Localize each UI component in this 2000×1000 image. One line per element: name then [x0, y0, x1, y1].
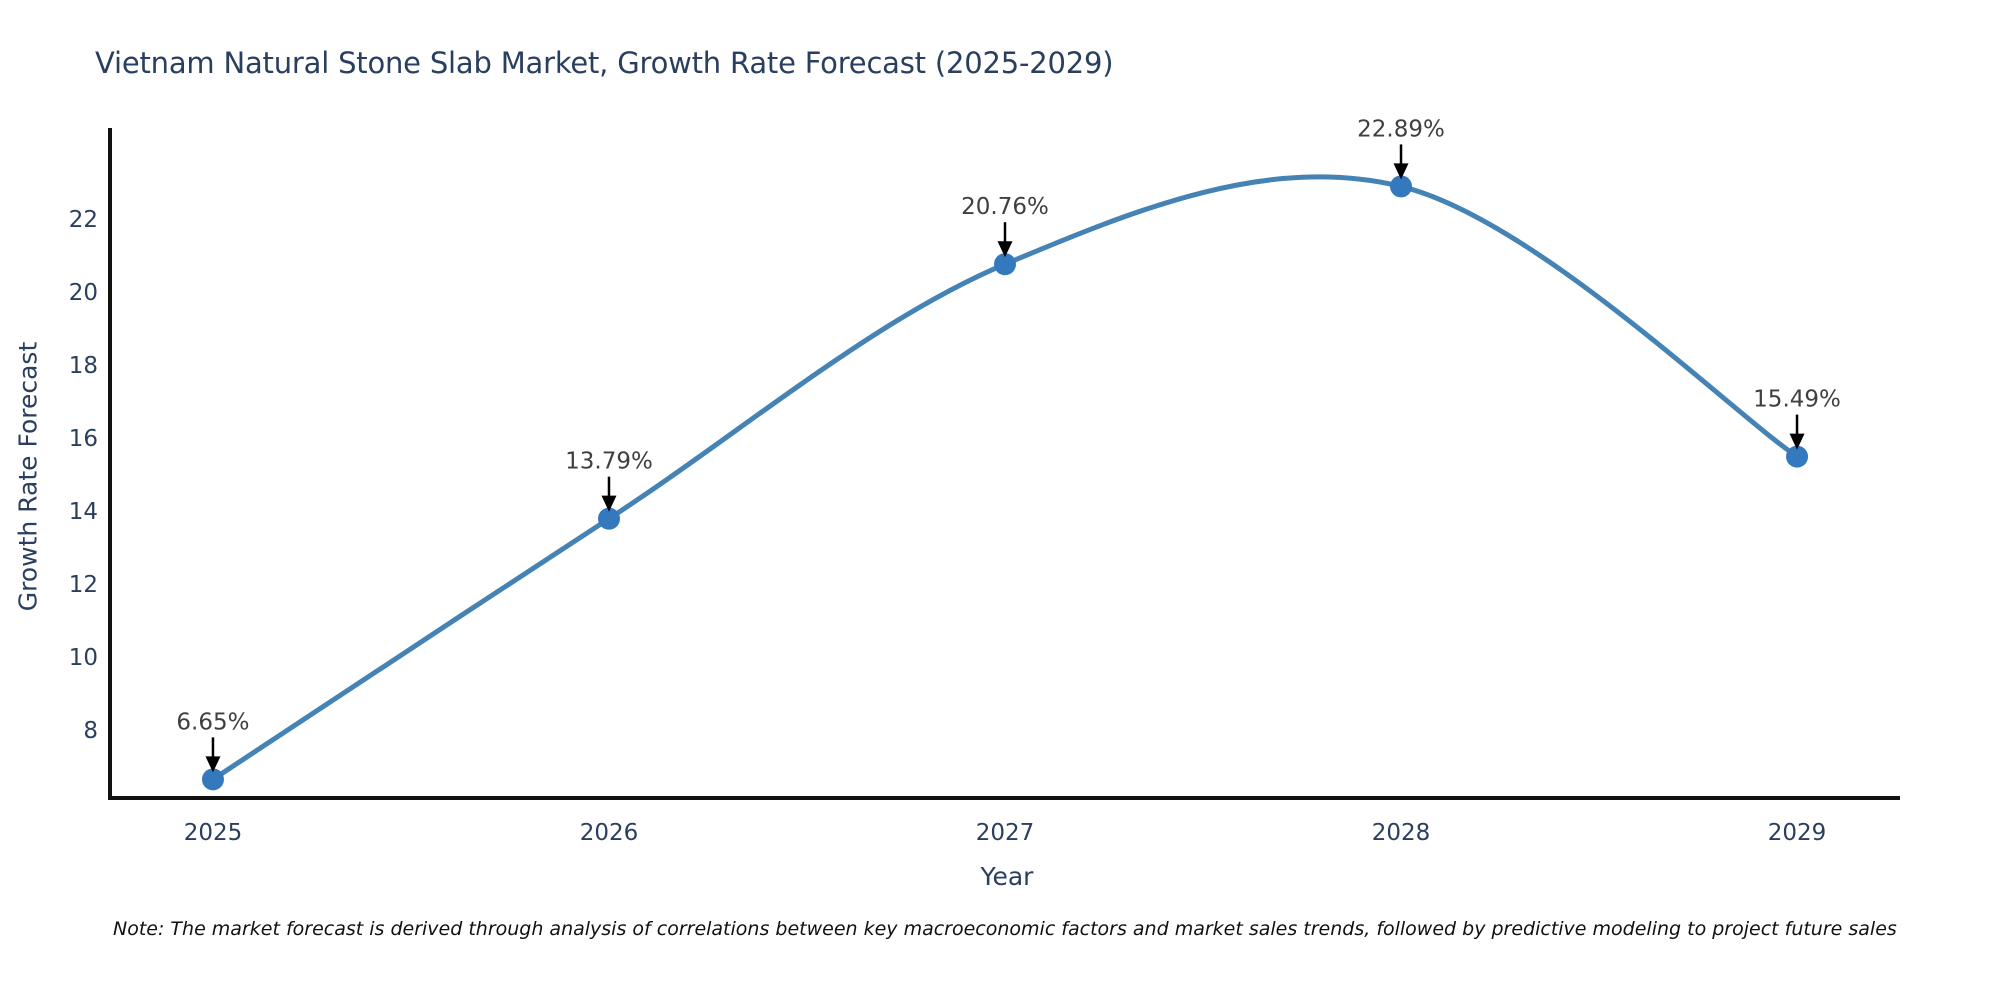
x-tick-label: 2026 — [580, 820, 639, 846]
annotation-arrowhead-icon — [1393, 163, 1409, 180]
data-label: 20.76% — [961, 194, 1049, 220]
y-tick-label: 10 — [69, 645, 98, 671]
data-point-marker[interactable] — [1390, 175, 1413, 198]
y-tick-label: 22 — [69, 207, 98, 233]
data-point-marker[interactable] — [597, 507, 620, 530]
data-label: 15.49% — [1753, 387, 1841, 413]
x-tick-label: 2029 — [1768, 820, 1827, 846]
data-point-marker[interactable] — [994, 253, 1016, 276]
x-tick-label: 2028 — [1372, 820, 1431, 846]
x-axis-title: Year — [980, 862, 1034, 891]
data-point-marker[interactable] — [201, 768, 224, 791]
data-point-marker[interactable] — [1786, 445, 1809, 468]
annotation-arrowhead-icon — [601, 495, 617, 512]
y-tick-label: 18 — [69, 353, 98, 379]
annotation-arrowhead-icon — [205, 756, 221, 773]
data-label: 13.79% — [565, 449, 653, 475]
annotation-arrowhead-icon — [1789, 433, 1805, 450]
annotation-arrowhead-icon — [997, 241, 1013, 258]
x-tick-label: 2025 — [184, 820, 243, 846]
data-label: 6.65% — [176, 709, 249, 735]
x-tick-label: 2027 — [976, 820, 1035, 846]
data-label: 22.89% — [1357, 116, 1445, 142]
y-tick-label: 14 — [69, 499, 98, 525]
y-tick-label: 12 — [69, 572, 98, 598]
footnote: Note: The market forecast is derived thr… — [113, 918, 1897, 940]
chart-title: Vietnam Natural Stone Slab Market, Growt… — [95, 46, 1114, 80]
y-tick-label: 20 — [69, 280, 98, 306]
y-tick-label: 16 — [69, 426, 98, 452]
y-tick-label: 8 — [83, 718, 98, 744]
